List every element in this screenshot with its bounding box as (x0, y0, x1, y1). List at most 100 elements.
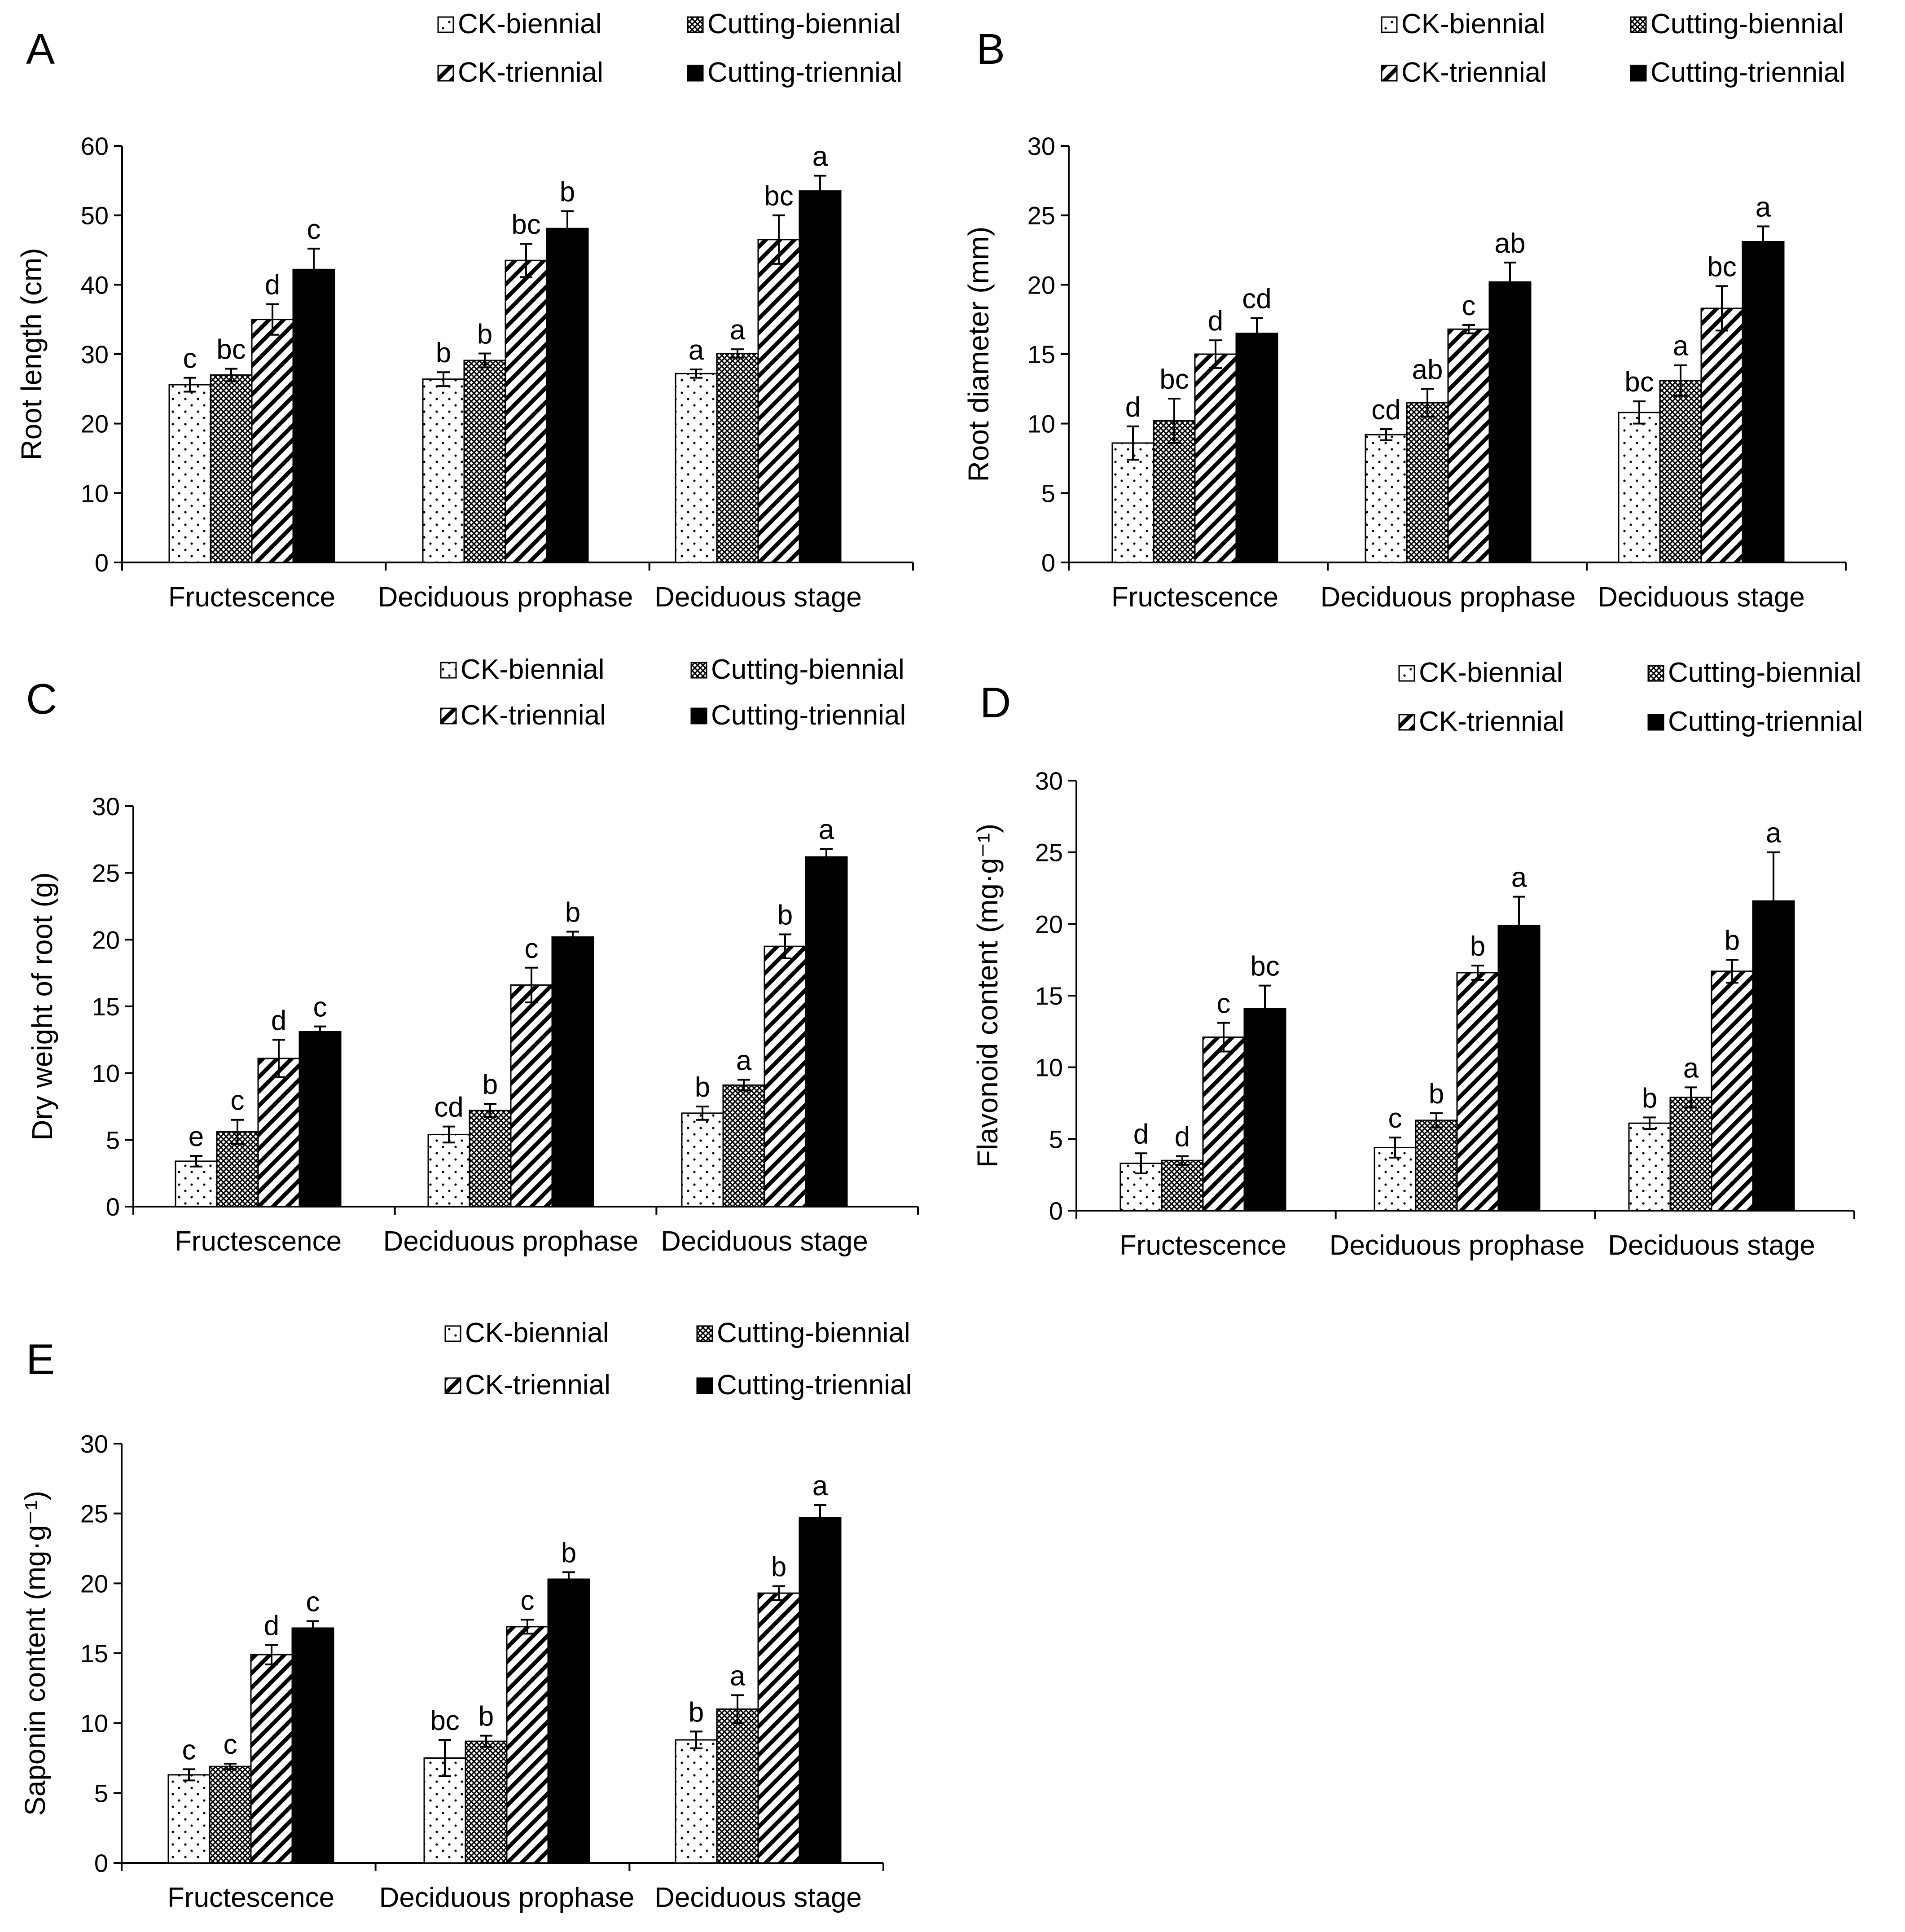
y-tick-label: 15 (80, 1639, 108, 1668)
bar-ck-triennial (1447, 328, 1490, 563)
significance-label: b (483, 1069, 498, 1100)
significance-label: b (689, 1697, 704, 1728)
significance-label: a (1683, 1053, 1699, 1084)
bar-cutting-biennial (716, 352, 759, 563)
significance-label: b (1470, 931, 1485, 962)
significance-label: a (736, 1045, 752, 1076)
bar-cutting-biennial (722, 1084, 765, 1208)
y-tick-label: 0 (1041, 549, 1055, 577)
significance-label: c (313, 992, 327, 1023)
y-tick-label: 5 (1041, 479, 1055, 507)
bar-ck-biennial (675, 373, 718, 563)
legend-item-ck-triennial: CK-triennial (444, 1370, 610, 1401)
legend-label-cutting-biennial: Cutting-biennial (711, 654, 904, 685)
legend-label-cutting-triennial: Cutting-triennial (717, 1370, 912, 1401)
legend-item-cutting-triennial: Cutting-triennial (687, 57, 902, 88)
bar-ck-triennial (1700, 307, 1743, 563)
y-axis-title: Flavonoid content (mg·g⁻¹) (971, 824, 1004, 1168)
y-tick-label: 40 (81, 271, 109, 299)
legend-item-cutting-biennial: Cutting-biennial (1647, 657, 1861, 688)
bar-cutting-biennial (469, 1110, 512, 1208)
significance-label: b (436, 338, 451, 369)
x-category-label: Deciduous prophase (378, 582, 633, 613)
y-axis-title: Root length (cm) (15, 248, 48, 460)
y-tick-label: 10 (1035, 1054, 1063, 1082)
significance-label: c (525, 933, 539, 964)
legend-label-ck-biennial: CK-biennial (1401, 9, 1545, 40)
legend-label-cutting-triennial: Cutting-triennial (1668, 706, 1863, 737)
legend-label-cutting-biennial: Cutting-biennial (1650, 9, 1844, 40)
bar-ck-biennial (675, 1739, 718, 1864)
y-tick-label: 0 (94, 1849, 108, 1877)
bar-cutting-biennial (716, 1708, 759, 1864)
panel-letter: C (26, 675, 57, 723)
bar-ck-triennial (757, 239, 800, 563)
legend-item-ck-triennial: CK-triennial (437, 57, 603, 88)
x-category-label: Deciduous prophase (1321, 582, 1576, 613)
significance-label: d (265, 270, 280, 301)
legend-item-cutting-triennial: Cutting-triennial (696, 1370, 912, 1401)
bar-cutting-biennial (1669, 1097, 1712, 1212)
panel-d: D CK-biennial Cutting-biennial CK-triennial… (971, 657, 1863, 1261)
significance-label: b (1725, 925, 1740, 956)
bar-cutting-biennial (1161, 1159, 1204, 1212)
bar-cutting-triennial (546, 228, 589, 563)
y-axis-title: Saponin content (mg·g⁻¹) (19, 1491, 51, 1816)
y-tick-label: 20 (1027, 271, 1055, 299)
y-tick-label: 5 (94, 1779, 108, 1807)
y-tick-label: 20 (92, 926, 120, 954)
legend-item-ck-biennial: CK-biennial (440, 654, 605, 685)
bar-cutting-triennial (1243, 1008, 1286, 1212)
y-tick-label: 15 (1035, 982, 1063, 1010)
significance-label: e (189, 1121, 204, 1152)
significance-label: bc (1707, 251, 1736, 282)
legend-swatch-cutting-triennial (687, 65, 704, 82)
legend-item-ck-biennial: CK-biennial (437, 9, 602, 40)
significance-label: b (561, 1537, 576, 1568)
legend-label-ck-triennial: CK-triennial (1401, 57, 1547, 88)
legend-label-ck-biennial: CK-biennial (458, 9, 602, 40)
y-tick-label: 30 (80, 1430, 108, 1458)
significance-label: c (306, 1586, 320, 1617)
y-tick-label: 15 (92, 992, 120, 1021)
legend-item-ck-biennial: CK-biennial (1398, 657, 1563, 688)
legend-item-cutting-triennial: Cutting-triennial (690, 700, 906, 731)
bar-cutting-triennial (292, 268, 335, 563)
legend-label-ck-triennial: CK-triennial (458, 57, 603, 88)
bar-cutting-triennial (547, 1578, 590, 1864)
x-category-label: Fructescence (168, 582, 335, 613)
significance-label: c (182, 1734, 196, 1765)
bar-ck-biennial (168, 384, 211, 563)
significance-label: c (183, 343, 197, 374)
significance-label: bc (1159, 364, 1189, 395)
significance-label: bc (1250, 951, 1279, 982)
legend-item-ck-triennial: CK-triennial (1381, 57, 1547, 88)
x-category-label: Deciduous prophase (379, 1882, 635, 1913)
x-category-label: Fructescence (1119, 1230, 1286, 1261)
y-tick-label: 10 (80, 1709, 108, 1738)
legend-swatch-cutting-triennial (690, 707, 707, 724)
y-tick-label: 15 (1027, 340, 1055, 369)
significance-label: a (1756, 192, 1771, 223)
x-category-label: Deciduous stage (654, 1882, 862, 1913)
legend-item-cutting-biennial: Cutting-biennial (696, 1317, 910, 1348)
legend-swatch-cutting-biennial (1630, 16, 1647, 33)
significance-label: c (224, 1729, 237, 1760)
legend-item-ck-triennial: CK-triennial (1398, 706, 1564, 737)
legend-item-cutting-biennial: Cutting-biennial (687, 9, 901, 40)
bar-ck-triennial (1202, 1036, 1245, 1212)
bar-cutting-triennial (1235, 333, 1278, 563)
legend-swatch-cutting-biennial (690, 662, 707, 679)
bar-ck-biennial (1618, 412, 1661, 563)
significance-label: b (1642, 1083, 1657, 1114)
bar-ck-biennial (681, 1112, 724, 1208)
panel-e: E CK-biennial Cutting-biennial CK-triennial… (19, 1317, 912, 1913)
bar-ck-biennial (427, 1133, 470, 1208)
panel-b: B CK-biennial Cutting-biennial CK-triennial… (962, 9, 1847, 613)
significance-label: a (819, 814, 834, 845)
significance-label: cd (1371, 395, 1400, 426)
significance-label: a (689, 335, 704, 366)
significance-label: c (1388, 1103, 1402, 1134)
y-tick-label: 60 (81, 132, 109, 160)
